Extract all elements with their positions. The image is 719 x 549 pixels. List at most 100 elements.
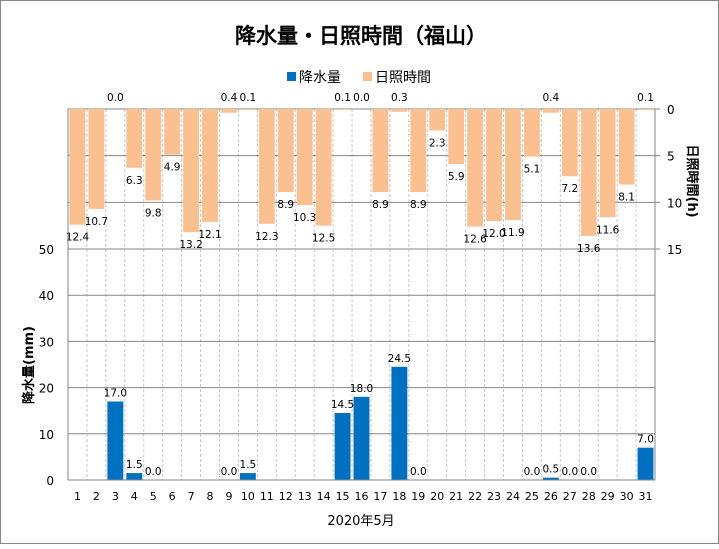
sunshine-bar: [505, 109, 521, 221]
x-tick-label: 4: [131, 490, 138, 503]
y-axis-left-title: 降水量(mm): [21, 326, 37, 404]
x-tick-label: 30: [620, 490, 634, 503]
sunshine-bar: [429, 109, 446, 131]
sunshine-bar: [391, 109, 408, 112]
sunshine-data-label: 12.5: [312, 233, 335, 245]
sunshine-bar: [183, 109, 200, 233]
y-tick-label-right: 15: [667, 243, 682, 257]
sunshine-data-label: 0.0: [107, 92, 124, 104]
x-tick-label: 31: [639, 490, 653, 503]
sunshine-bar: [315, 109, 332, 226]
y-tick-label-right: 10: [667, 196, 682, 210]
precip-data-label: 7.0: [637, 434, 654, 446]
sunshine-data-label: 11.6: [596, 224, 620, 236]
sunshine-data-label: 12.0: [482, 228, 505, 240]
sunshine-data-label: 0.4: [221, 92, 238, 104]
precip-data-label: 1.5: [126, 459, 143, 471]
x-tick-label: 12: [279, 490, 293, 503]
sunshine-bar: [448, 109, 465, 165]
legend-label-precip: 降水量: [299, 70, 341, 86]
x-tick-label: 8: [207, 490, 214, 503]
legend-label-sunshine: 日照時間: [375, 70, 431, 86]
sunshine-bar: [561, 109, 578, 177]
x-tick-label: 17: [373, 490, 387, 503]
x-tick-label: 28: [582, 490, 596, 503]
sunshine-data-label: 12.1: [198, 229, 221, 241]
legend-swatch-sunshine: [363, 72, 372, 81]
sunshine-bar: [145, 109, 162, 201]
x-tick-label: 21: [449, 490, 463, 503]
x-tick-label: 15: [336, 490, 350, 503]
sunshine-bar: [334, 109, 351, 110]
sunshine-data-label: 0.1: [637, 92, 654, 104]
x-tick-label: 7: [188, 490, 195, 503]
sunshine-data-label: 8.1: [618, 192, 635, 204]
sunshine-bar: [164, 109, 181, 155]
sunshine-bar: [296, 109, 313, 206]
x-tick-label: 27: [563, 490, 577, 503]
precip-data-label: 0.0: [561, 466, 578, 478]
sunshine-data-label: 2.3: [429, 137, 446, 149]
x-tick-label: 23: [487, 490, 501, 503]
precip-bar: [542, 477, 559, 480]
precip-data-label: 0.5: [543, 464, 560, 476]
sunshine-bar: [599, 109, 616, 218]
precip-data-label: 0.0: [145, 466, 162, 478]
x-tick-label: 2: [93, 490, 100, 503]
sunshine-data-label: 0.1: [240, 92, 257, 104]
y-tick-label-right: 5: [667, 150, 675, 164]
x-tick-label: 1: [74, 490, 81, 503]
sunshine-data-label: 9.8: [145, 207, 162, 219]
y-axis-right-title: 日照時間(h): [684, 144, 700, 217]
sunshine-data-label: 12.6: [463, 234, 487, 246]
precip-data-label: 17.0: [104, 387, 127, 399]
sunshine-data-label: 0.3: [391, 92, 408, 104]
sunshine-bar: [202, 109, 218, 222]
sunshine-data-label: 13.2: [179, 239, 202, 251]
precip-data-label: 1.5: [240, 459, 257, 471]
x-tick-label: 24: [506, 490, 520, 503]
x-tick-label: 26: [544, 490, 558, 503]
x-tick-label: 6: [169, 490, 176, 503]
y-tick-label-left: 50: [39, 243, 54, 257]
sunshine-data-label: 11.9: [501, 227, 524, 239]
precip-bar: [353, 396, 370, 480]
y-tick-label-left: 10: [39, 428, 54, 442]
sunshine-bar: [126, 109, 143, 168]
sunshine-data-label: 8.9: [277, 199, 294, 211]
y-tick-label-left: 30: [39, 335, 54, 349]
sunshine-data-label: 13.6: [577, 243, 601, 255]
sunshine-data-label: 6.3: [126, 175, 143, 187]
legend: 降水量 日照時間: [287, 70, 431, 86]
x-tick-label: 29: [601, 490, 615, 503]
precip-data-label: 24.5: [388, 353, 411, 365]
sunshine-data-label: 12.3: [255, 231, 278, 243]
y-tick-label-left: 40: [39, 289, 54, 303]
sunshine-bar: [637, 109, 654, 110]
sunshine-data-label: 0.1: [334, 92, 351, 104]
y-tick-label-left: 20: [39, 382, 54, 396]
sunshine-data-label: 5.9: [448, 171, 465, 183]
precip-data-label: 14.5: [331, 399, 354, 411]
x-tick-label: 10: [241, 490, 255, 503]
x-tick-label: 25: [525, 490, 539, 503]
precip-data-label: 0.0: [221, 466, 238, 478]
sunshine-bar: [239, 109, 256, 110]
chart-title: 降水量・日照時間（福山）: [235, 24, 487, 48]
sunshine-bar: [542, 109, 559, 113]
sunshine-bar: [410, 109, 427, 193]
sunshine-bar: [486, 109, 503, 221]
y-tick-label-right: 0: [667, 103, 675, 117]
sunshine-bar: [523, 109, 540, 157]
precip-bar: [334, 413, 351, 480]
sunshine-bar: [372, 109, 389, 193]
sunshine-data-label: 8.9: [372, 199, 389, 211]
sunshine-data-label: 4.9: [164, 162, 181, 174]
x-tick-label: 20: [430, 490, 444, 503]
sunshine-bar: [220, 109, 237, 113]
sunshine-data-label: 0.4: [543, 92, 560, 104]
sunshine-data-label: 10.3: [293, 212, 316, 224]
precip-bar: [391, 366, 408, 480]
